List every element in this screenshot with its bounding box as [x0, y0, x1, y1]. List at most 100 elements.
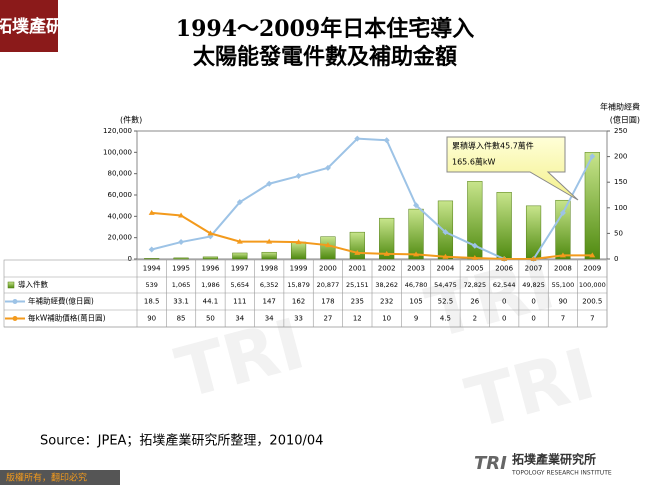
table-value: 5,654 — [231, 281, 250, 289]
bar — [144, 258, 160, 260]
marker — [413, 202, 420, 209]
table-value: 20,877 — [317, 281, 340, 289]
table-value: 178 — [321, 298, 334, 306]
table-value: 33 — [294, 315, 303, 323]
x-tick-label: 1994 — [143, 265, 161, 273]
table-value: 1,065 — [172, 281, 191, 289]
watermark: TRI TRI TRI — [168, 243, 603, 445]
x-tick-label: 2006 — [495, 265, 513, 273]
marker — [383, 250, 390, 256]
table-value: 85 — [177, 315, 186, 323]
table-value: 9 — [414, 315, 418, 323]
y-tick-label: 80,000 — [108, 170, 133, 178]
marker — [178, 239, 185, 246]
table-value: 33.1 — [173, 298, 189, 306]
table-value: 111 — [233, 298, 246, 306]
x-tick-label: 1998 — [260, 265, 278, 273]
y2-tick-label: 0 — [614, 255, 618, 263]
table-value: 54,475 — [434, 281, 457, 289]
table-value: 0 — [502, 298, 506, 306]
bar — [584, 152, 600, 260]
marker — [559, 209, 566, 216]
annotation: 165.6萬kW — [452, 157, 496, 167]
bar — [290, 241, 307, 260]
brand: 拓墣產研 — [0, 16, 63, 37]
y2-tick-label: 100 — [614, 204, 627, 212]
title: 太陽能發電件數及補助金額 — [193, 44, 457, 70]
y-tick-label: 120,000 — [103, 127, 132, 135]
table-value: 90 — [558, 298, 567, 306]
y2-tick-label: 50 — [614, 229, 623, 237]
table-value: 1,986 — [201, 281, 220, 289]
marker — [148, 246, 155, 253]
bar — [349, 231, 365, 260]
table-value: 0 — [531, 298, 535, 306]
source: Source：JPEA；拓墣產業研究所整理，2010/04 — [40, 433, 323, 449]
marker — [589, 252, 596, 258]
x-tick-label: 2004 — [437, 265, 455, 273]
table-value: 200.5 — [582, 298, 602, 306]
table-value: 12 — [353, 315, 362, 323]
y-tick-label: 100,000 — [103, 148, 132, 156]
table-value: 15,879 — [287, 281, 310, 289]
marker — [266, 238, 273, 244]
x-tick-label: 2009 — [583, 265, 601, 273]
x-tick-label: 1997 — [231, 265, 249, 273]
x-tick-label: 1996 — [202, 265, 220, 273]
legend-label: 導入件數 — [18, 279, 48, 289]
table-value: 62,544 — [493, 281, 516, 289]
table-value: 52.5 — [438, 298, 454, 306]
marker — [236, 238, 243, 244]
table-value: 2 — [473, 315, 477, 323]
marker — [354, 249, 361, 255]
marker — [324, 242, 331, 248]
marker — [295, 173, 302, 180]
table-value: 232 — [380, 298, 393, 306]
y-tick-label: 20,000 — [108, 234, 133, 242]
bar — [261, 251, 277, 260]
bar — [496, 192, 512, 260]
table-value: 539 — [145, 281, 157, 289]
table-value: 147 — [263, 298, 276, 306]
callout — [446, 136, 579, 201]
marker — [207, 230, 214, 236]
table-value: 7 — [561, 315, 565, 323]
table-value: 49,825 — [522, 281, 545, 289]
marker — [413, 251, 420, 257]
table-value: 50 — [206, 315, 215, 323]
x-tick-label: 2008 — [554, 265, 572, 273]
y-tick-label: 0 — [128, 255, 132, 263]
title: 1994～2009年日本住宅導入 — [176, 16, 474, 42]
legend-marker — [12, 299, 18, 304]
x-tick-label: 2005 — [466, 265, 484, 273]
table-value: 100,000 — [579, 281, 606, 289]
table-value: 162 — [292, 298, 305, 306]
table-value: 235 — [351, 298, 364, 306]
bar — [379, 217, 395, 260]
logo-mark: TRI — [474, 453, 507, 474]
table-value: 6,352 — [260, 281, 279, 289]
svg-text:TRI: TRI — [458, 333, 603, 445]
x-tick-label: 2003 — [407, 265, 425, 273]
marker — [442, 253, 449, 259]
annotation: 累積導入件數45.7萬件 — [452, 141, 534, 151]
y-label: (件數) — [120, 115, 142, 125]
table-value: 18.5 — [144, 298, 160, 306]
bar — [173, 257, 189, 260]
marker — [354, 135, 361, 142]
marker — [559, 252, 566, 258]
marker — [236, 199, 243, 206]
bar — [232, 252, 248, 260]
y2-tick-label: 250 — [614, 127, 627, 135]
table-value: 72,825 — [463, 281, 486, 289]
bar — [555, 199, 571, 260]
legend-label: 年補助經費(億日圓) — [28, 296, 94, 306]
table-value: 46,780 — [405, 281, 428, 289]
table-value: 0 — [502, 315, 506, 323]
x-tick-label: 2001 — [348, 265, 366, 273]
line — [151, 211, 593, 260]
bar — [408, 208, 424, 260]
table-value: 90 — [147, 315, 156, 323]
